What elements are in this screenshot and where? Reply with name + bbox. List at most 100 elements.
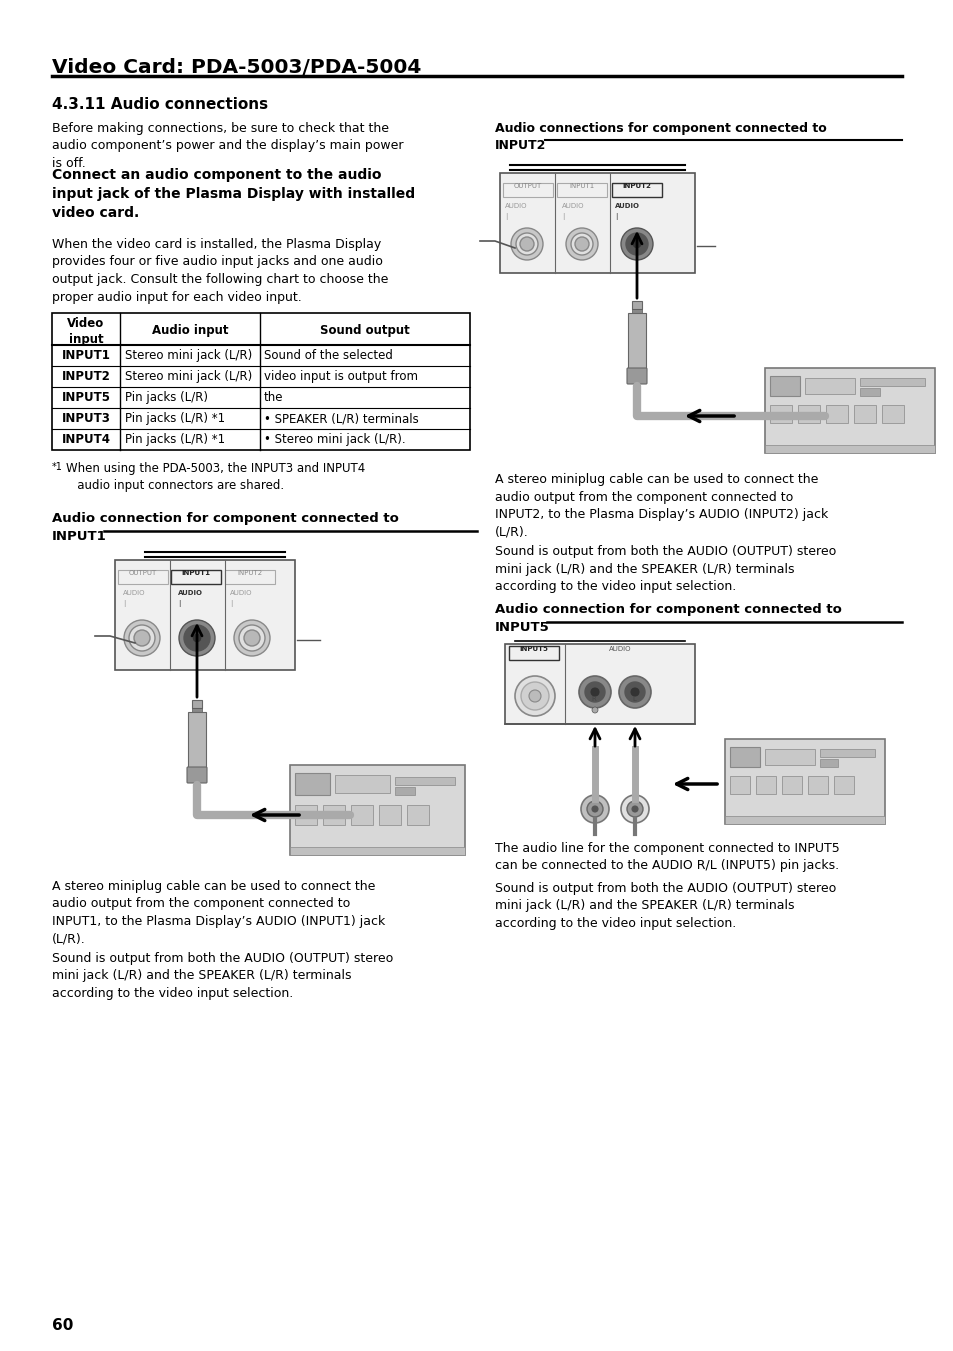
Text: |: | xyxy=(615,213,617,220)
Text: Connect an audio component to the audio
input jack of the Plasma Display with in: Connect an audio component to the audio … xyxy=(52,168,415,220)
Text: AUDIO: AUDIO xyxy=(608,646,631,653)
Bar xyxy=(225,570,274,584)
Circle shape xyxy=(620,794,648,823)
Bar xyxy=(631,313,641,317)
Bar xyxy=(188,712,206,770)
Bar xyxy=(804,378,854,394)
Bar xyxy=(769,405,791,423)
Circle shape xyxy=(592,807,598,812)
Text: INPUT2: INPUT2 xyxy=(237,570,262,576)
Bar xyxy=(52,313,470,450)
Circle shape xyxy=(584,682,604,703)
Text: AUDIO: AUDIO xyxy=(123,590,146,596)
Text: The audio line for the component connected to INPUT5
can be connected to the AUD: The audio line for the component connect… xyxy=(495,842,839,873)
Bar xyxy=(509,646,558,661)
Bar xyxy=(764,367,934,453)
Circle shape xyxy=(592,707,598,713)
Bar xyxy=(853,405,875,423)
Text: When using the PDA-5003, the INPUT3 and INPUT4
   audio input connectors are sha: When using the PDA-5003, the INPUT3 and … xyxy=(66,462,365,492)
Circle shape xyxy=(124,620,160,657)
Text: A stereo miniplug cable can be used to connect the
audio output from the compone: A stereo miniplug cable can be used to c… xyxy=(495,473,827,539)
Text: *1: *1 xyxy=(52,462,63,471)
Bar xyxy=(859,378,924,386)
Text: L: L xyxy=(632,696,636,703)
Text: • SPEAKER (L/R) terminals: • SPEAKER (L/R) terminals xyxy=(264,412,418,426)
Circle shape xyxy=(626,801,642,817)
Text: AUDIO: AUDIO xyxy=(178,590,203,596)
Text: AUDIO: AUDIO xyxy=(504,203,527,209)
Text: INPUT1: INPUT1 xyxy=(569,182,594,189)
Circle shape xyxy=(631,239,641,249)
Text: Stereo mini jack (L/R): Stereo mini jack (L/R) xyxy=(125,349,252,362)
Circle shape xyxy=(133,630,150,646)
Bar xyxy=(769,376,800,396)
Text: INPUT1: INPUT1 xyxy=(62,349,111,362)
Bar xyxy=(807,775,827,794)
Bar xyxy=(833,775,853,794)
Circle shape xyxy=(620,228,652,259)
Bar xyxy=(499,173,695,273)
Circle shape xyxy=(519,236,534,251)
Bar xyxy=(115,561,294,670)
Bar xyxy=(724,816,884,824)
Bar xyxy=(612,182,661,197)
Text: |: | xyxy=(230,600,233,607)
FancyBboxPatch shape xyxy=(187,767,207,784)
Bar xyxy=(395,788,415,794)
Bar xyxy=(797,405,820,423)
Circle shape xyxy=(624,682,644,703)
Bar xyxy=(764,748,814,765)
Bar xyxy=(724,739,884,824)
Bar xyxy=(504,644,695,724)
Text: Sound is output from both the AUDIO (OUTPUT) stereo
mini jack (L/R) and the SPEA: Sound is output from both the AUDIO (OUT… xyxy=(495,544,836,593)
Circle shape xyxy=(571,232,593,255)
Text: INPUT5: INPUT5 xyxy=(519,646,548,653)
Circle shape xyxy=(575,236,588,251)
Text: OUTPUT: OUTPUT xyxy=(129,570,157,576)
Text: Audio connection for component connected to: Audio connection for component connected… xyxy=(52,512,398,526)
Bar xyxy=(294,773,330,794)
Text: Before making connections, be sure to check that the
audio component’s power and: Before making connections, be sure to ch… xyxy=(52,122,403,170)
Text: Sound is output from both the AUDIO (OUTPUT) stereo
mini jack (L/R) and the SPEA: Sound is output from both the AUDIO (OUT… xyxy=(52,952,393,1000)
Bar xyxy=(820,748,874,757)
Text: |: | xyxy=(504,213,507,220)
Bar xyxy=(290,765,464,855)
Text: • Stereo mini jack (L/R).: • Stereo mini jack (L/R). xyxy=(264,434,405,446)
Text: When the video card is installed, the Plasma Display
provides four or five audio: When the video card is installed, the Pl… xyxy=(52,238,388,304)
Circle shape xyxy=(244,630,260,646)
Bar xyxy=(323,805,345,825)
Circle shape xyxy=(578,676,610,708)
Bar xyxy=(502,182,553,197)
Text: OUTPUT: OUTPUT xyxy=(514,182,541,189)
Bar xyxy=(118,570,168,584)
Circle shape xyxy=(631,807,638,812)
Bar xyxy=(631,301,641,309)
Text: INPUT1: INPUT1 xyxy=(52,530,107,543)
Bar xyxy=(755,775,775,794)
Bar xyxy=(294,805,316,825)
Text: AUDIO: AUDIO xyxy=(230,590,253,596)
Bar xyxy=(729,747,760,767)
Bar xyxy=(859,388,879,396)
Bar xyxy=(820,759,837,767)
Text: Video Card: PDA-5003/PDA-5004: Video Card: PDA-5003/PDA-5004 xyxy=(52,58,421,77)
Text: video input is output from: video input is output from xyxy=(264,370,417,382)
Text: R: R xyxy=(591,696,596,703)
Bar xyxy=(764,444,934,453)
Bar xyxy=(781,775,801,794)
Circle shape xyxy=(516,232,537,255)
Bar xyxy=(631,309,641,313)
Text: Sound output: Sound output xyxy=(320,324,410,336)
Text: |: | xyxy=(561,213,564,220)
Text: INPUT2: INPUT2 xyxy=(62,370,111,382)
Bar xyxy=(557,182,606,197)
Circle shape xyxy=(529,690,540,703)
Text: Audio input: Audio input xyxy=(152,324,228,336)
Bar xyxy=(825,405,847,423)
Text: INPUT5: INPUT5 xyxy=(495,621,549,634)
Circle shape xyxy=(520,682,548,711)
Bar xyxy=(378,805,400,825)
Circle shape xyxy=(511,228,542,259)
Bar xyxy=(407,805,429,825)
Bar xyxy=(351,805,373,825)
